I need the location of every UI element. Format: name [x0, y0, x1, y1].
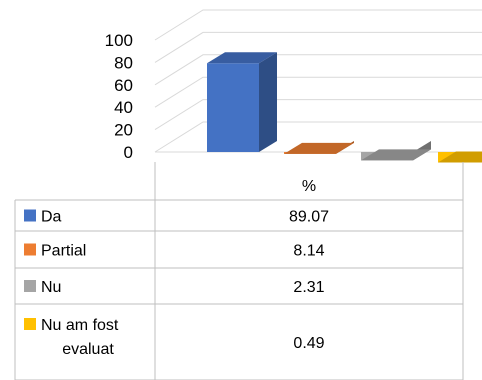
- y-tick-label: 100: [105, 31, 133, 50]
- bar: [438, 151, 482, 163]
- gridline: [154, 31, 482, 63]
- data-table: % Da 89.07 Partial 8.14 Nu 2.31 Nu am fost evalu…: [14, 162, 464, 380]
- gridlines: [154, 9, 482, 153]
- category-label: evaluat: [62, 341, 114, 358]
- table-row: Da 89.07: [14, 200, 464, 232]
- legend-key: [24, 243, 36, 256]
- gridline: [154, 76, 482, 108]
- gridline: [154, 121, 482, 153]
- bar-top: [207, 52, 277, 64]
- y-tick-label: 40: [114, 98, 133, 117]
- value-label: 8.14: [293, 243, 324, 260]
- value-label: 2.31: [293, 279, 324, 296]
- bar-front: [207, 63, 259, 152]
- category-label: Da: [41, 209, 62, 226]
- value-label: 89.07: [289, 209, 329, 226]
- bar-top: [284, 142, 354, 154]
- y-tick-label: 0: [124, 143, 133, 162]
- bar: [284, 141, 354, 154]
- bars: [207, 52, 482, 163]
- y-tick-label: 80: [114, 53, 133, 72]
- table-row: Nu 2.31: [14, 268, 464, 305]
- legend-key: [24, 209, 36, 222]
- bar-side: [259, 52, 277, 152]
- gridline: [154, 99, 482, 131]
- value-label: 0.49: [293, 335, 324, 352]
- y-axis: 0 20 40 60 80 100: [105, 31, 133, 162]
- table-row: Nu am fost evaluat 0.49: [14, 304, 464, 380]
- bar-top: [361, 149, 431, 161]
- bar-top: [438, 151, 482, 163]
- bar: [361, 141, 431, 161]
- table-row: Partial 8.14: [14, 231, 464, 269]
- category-label: Nu am fost: [41, 317, 119, 334]
- category-label: Nu: [41, 279, 61, 296]
- y-tick-label: 20: [114, 121, 133, 140]
- y-tick-label: 60: [114, 76, 133, 95]
- category-label: Partial: [41, 243, 86, 260]
- legend-key: [24, 280, 36, 292]
- gridline: [154, 54, 482, 86]
- gridline: [154, 9, 482, 41]
- bar: [207, 52, 277, 152]
- table-column-header: %: [302, 178, 316, 195]
- legend-key: [24, 318, 36, 330]
